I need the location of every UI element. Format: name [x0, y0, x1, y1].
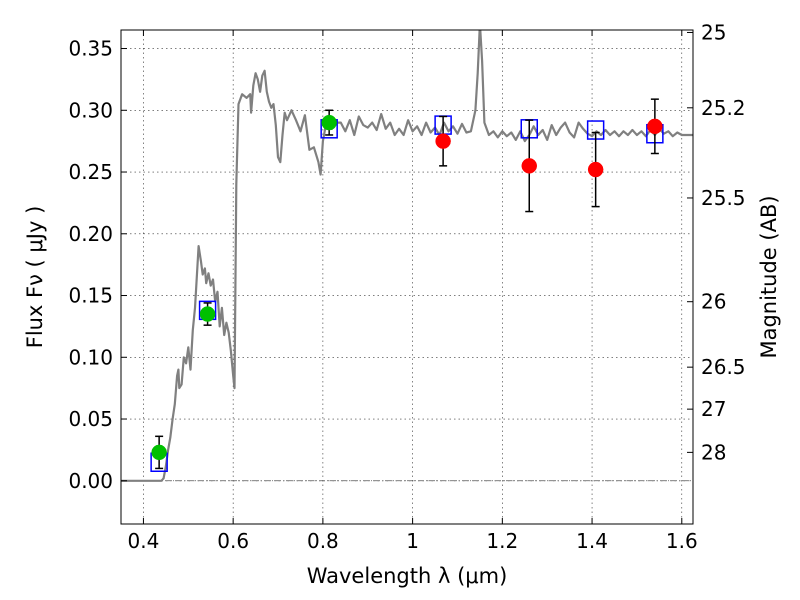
y-tick-label: 0.20 [68, 222, 113, 246]
x-tick-label: 1 [406, 529, 419, 553]
right-tick-label: 25 [701, 20, 726, 44]
data-point [647, 118, 663, 135]
y-tick-label: 0.35 [68, 37, 113, 61]
data-point [587, 161, 604, 178]
x-tick-label: 0.8 [307, 529, 339, 553]
right-axis: 25 25.2 25.5 26 26.5 27 28 [687, 20, 746, 464]
y-tick-label: 0.15 [68, 284, 113, 308]
right-axis-label: Magnitude (AB) [757, 195, 781, 358]
data-layer [121, 30, 693, 482]
y-axis: 0.00 0.05 0.10 0.15 0.20 0.25 0.30 0.35 [68, 37, 127, 493]
x-tick-label: 1.6 [666, 529, 698, 553]
right-tick-label: 25.5 [701, 186, 746, 210]
x-tick-label: 1.4 [576, 529, 608, 553]
x-axis: 0.4 0.6 0.8 1 1.2 1.4 1.6 [128, 30, 698, 553]
x-tick-label: 0.6 [217, 529, 249, 553]
y-tick-label: 0.30 [68, 98, 113, 122]
right-tick-label: 26.5 [701, 355, 746, 379]
x-axis-label: Wavelength λ (μm) [307, 564, 508, 588]
right-tick-label: 27 [701, 397, 726, 421]
y-tick-label: 0.00 [68, 469, 113, 493]
right-tick-label: 25.2 [701, 96, 746, 120]
data-point [435, 133, 451, 149]
plot-frame [120, 29, 694, 525]
y-tick-label: 0.25 [68, 160, 113, 184]
data-point [199, 306, 216, 322]
x-tick-label: 0.4 [128, 529, 160, 553]
spectrum-line [121, 30, 693, 482]
y-tick-label: 0.10 [68, 345, 113, 369]
plot-background [121, 30, 693, 524]
data-point [521, 158, 538, 174]
data-point [151, 444, 167, 461]
x-tick-label: 1.2 [486, 529, 518, 553]
right-tick-label: 26 [701, 290, 726, 314]
y-tick-label: 0.05 [68, 407, 113, 431]
right-tick-label: 28 [701, 440, 726, 464]
data-point [321, 114, 337, 131]
y-axis-label: Flux Fν ( μJy ) [23, 206, 47, 349]
